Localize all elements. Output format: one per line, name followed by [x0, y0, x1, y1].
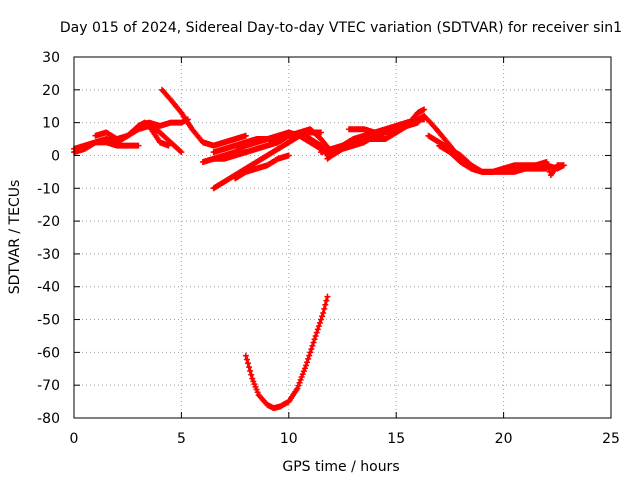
- series-track-4: [135, 116, 191, 129]
- data-point-markers: [232, 152, 292, 182]
- y-tick-label: -20: [37, 214, 60, 230]
- y-tick-label: 0: [51, 148, 60, 164]
- series-track-18: [532, 159, 567, 179]
- series-track-3: [92, 122, 172, 149]
- y-tick-label: -10: [37, 181, 60, 197]
- data-point-markers: [210, 129, 325, 192]
- x-axis-label: GPS time / hours: [282, 459, 399, 475]
- y-axis-label: SDTVAR / TECUs: [7, 180, 23, 295]
- x-tick-label: 0: [70, 431, 79, 447]
- y-tick-label: 30: [42, 50, 60, 66]
- y-tick-label: -60: [37, 345, 60, 361]
- y-tick-label: -40: [37, 280, 60, 296]
- series-track-9: [210, 129, 325, 192]
- tick-layer: 0 5 10 15 20 25 -80 -70 -60 -50 -40 -30 -20 -10 0 10 20 3…: [37, 50, 620, 447]
- grid-layer: [74, 57, 611, 418]
- y-tick-label: -50: [37, 313, 60, 329]
- data-point-markers: [532, 159, 567, 179]
- y-tick-label: -70: [37, 378, 60, 394]
- plot-frame: [73, 56, 612, 419]
- y-tick-label: 10: [42, 116, 60, 132]
- y-tick-label: 20: [42, 83, 60, 99]
- chart-title: Day 015 of 2024, Sidereal Day-to-day VTE…: [60, 20, 622, 36]
- x-tick-label: 15: [387, 431, 405, 447]
- x-tick-label: 20: [495, 431, 513, 447]
- x-tick-label: 5: [177, 431, 186, 447]
- series-track-11: [242, 293, 331, 412]
- y-tick-label: -80: [37, 411, 60, 427]
- data-point-markers: [242, 293, 331, 412]
- x-tick-label: 10: [280, 431, 298, 447]
- series-track-5: [159, 86, 249, 149]
- series-track-10: [232, 152, 292, 182]
- data-point-markers: [135, 116, 191, 129]
- y-tick-label: -30: [37, 247, 60, 263]
- data-point-markers: [92, 122, 172, 149]
- data-point-markers: [159, 86, 249, 149]
- series-track-8: [210, 132, 331, 159]
- x-tick-label: 25: [602, 431, 620, 447]
